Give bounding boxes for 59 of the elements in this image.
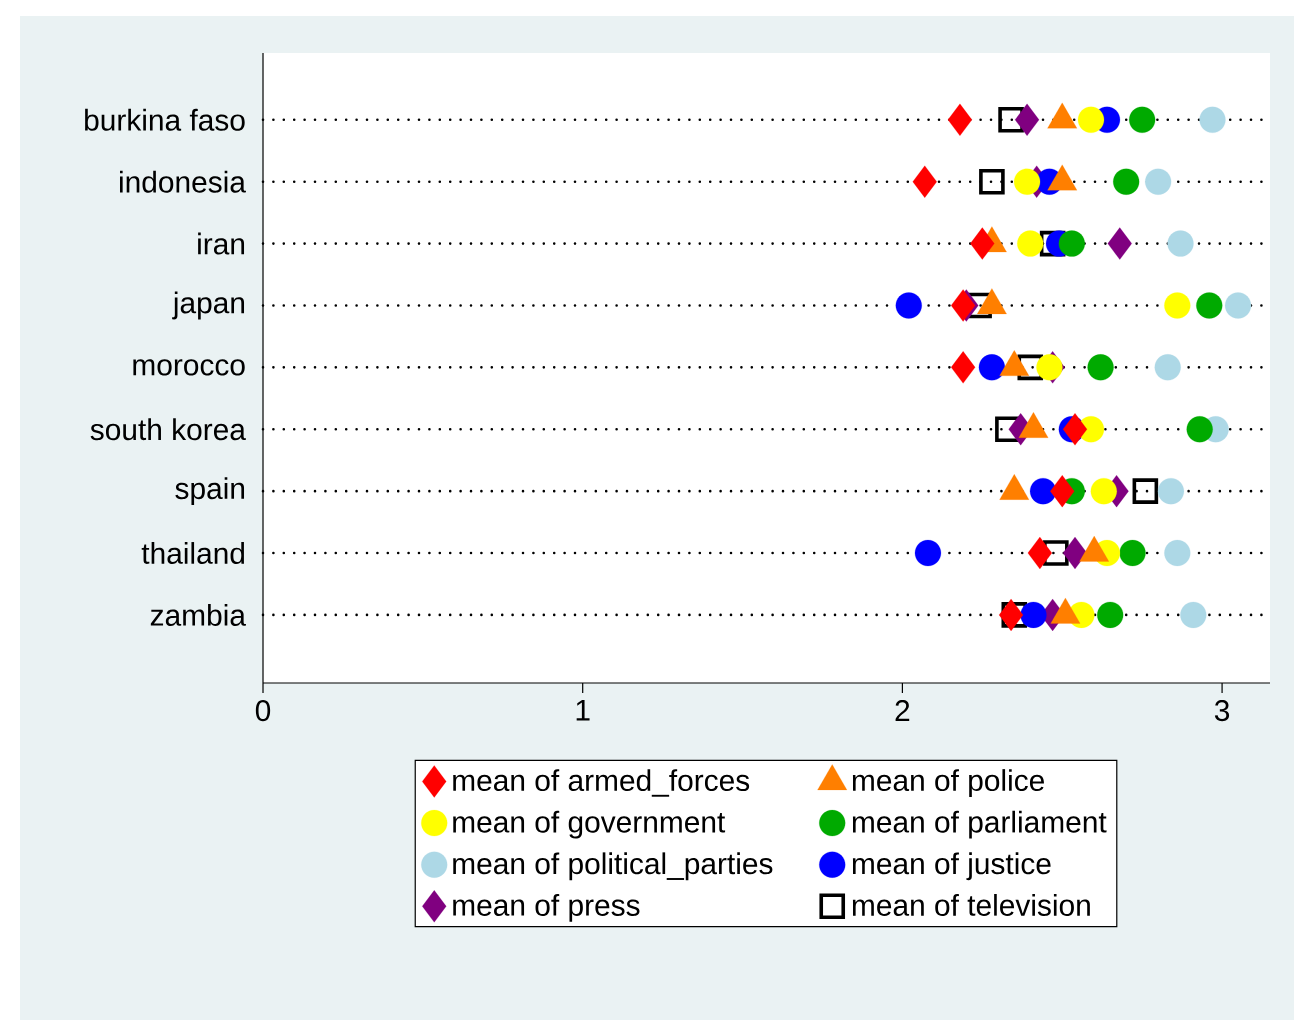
point <box>1036 354 1063 381</box>
point <box>1020 601 1047 629</box>
legend-label: mean of press <box>453 893 640 922</box>
point <box>1129 106 1156 133</box>
point <box>912 165 937 198</box>
point <box>1196 292 1223 319</box>
legend-label: mean of parliament <box>852 810 1107 839</box>
y-tick-label: thailand <box>141 542 245 564</box>
legend-label: mean of armed_forces <box>453 769 750 797</box>
point <box>1164 539 1191 567</box>
point <box>1027 536 1052 570</box>
legend-label: mean of police <box>852 769 1044 797</box>
point <box>1107 227 1132 260</box>
point <box>1077 106 1105 133</box>
x-tick-label: 2 <box>895 700 910 721</box>
point <box>1164 292 1191 319</box>
legend-label: mean of justice <box>852 852 1051 881</box>
legend-label: mean of political_parties <box>453 852 773 881</box>
point <box>1132 478 1159 504</box>
point <box>1119 539 1146 567</box>
x-tick-label: 1 <box>576 700 590 721</box>
point <box>1113 168 1140 195</box>
point <box>1017 230 1044 257</box>
point <box>1157 478 1185 505</box>
point <box>1014 103 1040 136</box>
y-tick-label: morocco <box>133 359 245 376</box>
legend-label: mean of television <box>852 893 1090 916</box>
point <box>1029 478 1057 505</box>
point <box>1180 601 1207 629</box>
y-tick-label: spain <box>175 477 245 506</box>
y-tick-label: burkina faso <box>85 108 245 131</box>
y-tick-label: iran <box>198 232 245 255</box>
point <box>978 354 1005 381</box>
y-tick-label: indonesia <box>120 170 246 193</box>
point <box>1058 230 1085 257</box>
point <box>947 103 973 136</box>
point <box>951 351 976 384</box>
point <box>1062 536 1088 570</box>
point <box>1013 168 1041 195</box>
point <box>1154 354 1181 381</box>
x-tick-label: 3 <box>1214 700 1230 722</box>
point <box>1097 601 1124 629</box>
y-tick-label: zambia <box>150 603 246 626</box>
y-tick-label: japan <box>172 291 245 320</box>
point <box>895 292 922 319</box>
x-tick-label: 0 <box>255 700 271 722</box>
legend-label: mean of government <box>453 810 726 839</box>
point <box>979 168 1005 195</box>
y-tick-label: south korea <box>90 418 246 441</box>
point <box>1167 230 1194 257</box>
point <box>1050 475 1075 508</box>
point <box>1087 354 1114 381</box>
point <box>1224 292 1252 319</box>
point <box>1186 416 1213 443</box>
point <box>1090 478 1117 505</box>
point <box>970 227 995 260</box>
point <box>1145 168 1172 195</box>
point <box>1199 106 1226 133</box>
point <box>914 539 942 567</box>
